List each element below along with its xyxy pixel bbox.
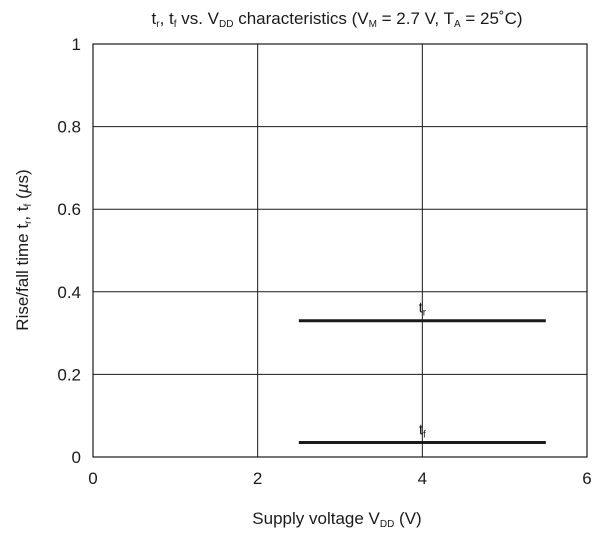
y-axis: 0 0.2 0.4 0.6 0.8 1 bbox=[57, 35, 81, 467]
plot-frame bbox=[92, 43, 588, 458]
y-tick-label: 0.4 bbox=[57, 283, 81, 302]
x-tick-label: 0 bbox=[88, 469, 97, 488]
y-tick-label: 0 bbox=[72, 448, 81, 467]
series-label-tf: tf bbox=[419, 422, 426, 441]
y-tick-label: 0.2 bbox=[57, 365, 81, 384]
y-tick-label: 0.8 bbox=[57, 118, 81, 137]
y-tick-label: 1 bbox=[72, 35, 81, 54]
y-axis-label: Rise/fall time tr, tf (µs) bbox=[13, 169, 34, 330]
x-tick-label: 2 bbox=[253, 469, 262, 488]
series-group: tr tf bbox=[298, 300, 546, 445]
y-tick-label: 0.6 bbox=[57, 200, 81, 219]
chart-title: tr, tf vs. VDD characteristics (VM = 2.7… bbox=[151, 9, 522, 30]
plot-area bbox=[92, 43, 588, 458]
x-axis-label: Supply voltage VDD (V) bbox=[252, 509, 421, 530]
x-tick-label: 6 bbox=[582, 469, 591, 488]
series-label-tr: tr bbox=[419, 300, 427, 319]
x-tick-label: 4 bbox=[418, 469, 427, 488]
x-axis: 0 2 4 6 bbox=[88, 469, 591, 488]
